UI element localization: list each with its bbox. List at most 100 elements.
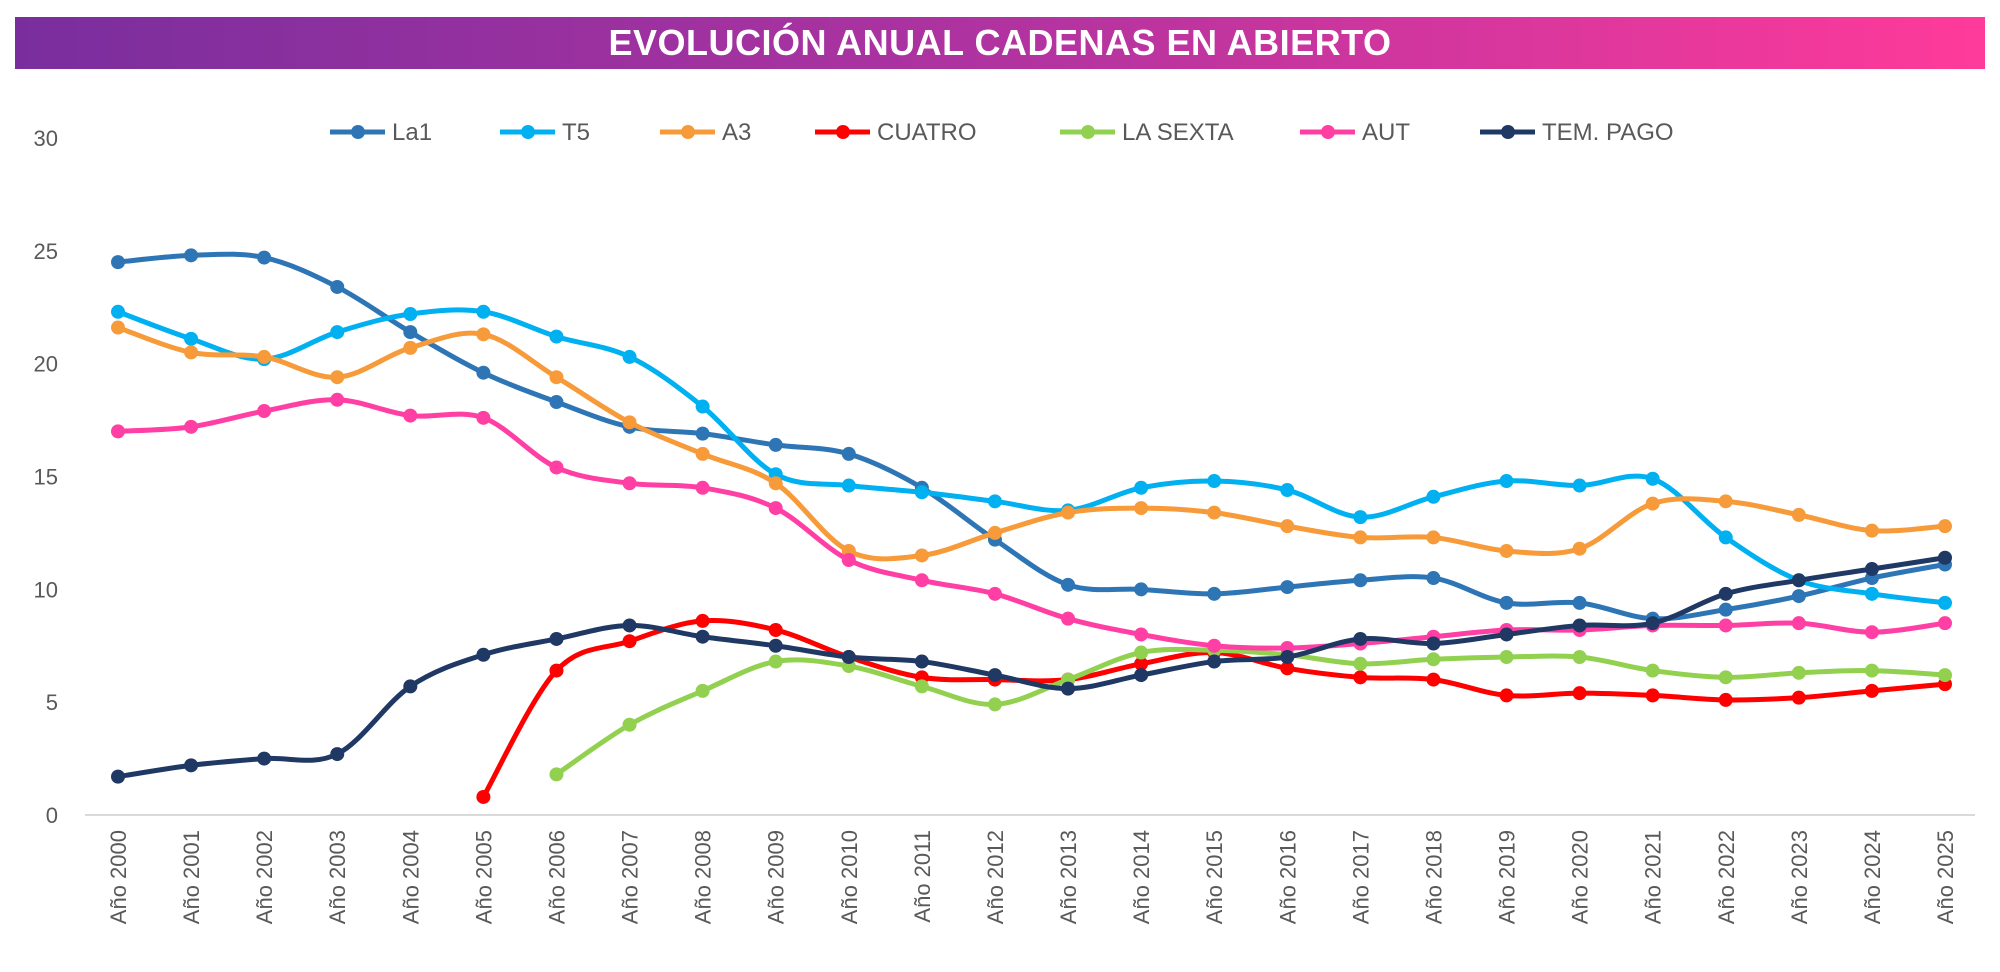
data-point-la1 <box>257 250 272 265</box>
legend-marker-la1 <box>351 125 365 139</box>
data-point-aut <box>987 586 1002 601</box>
x-tick-label: Año 2018 <box>1421 830 1446 924</box>
data-point-aut <box>695 480 710 495</box>
data-point-a3 <box>1791 507 1806 522</box>
legend-label-la1: La1 <box>392 119 432 146</box>
x-tick-label: Año 2002 <box>252 830 277 924</box>
data-point-a3 <box>1645 496 1660 511</box>
chart-title: EVOLUCIÓN ANUAL CADENAS EN ABIERTO <box>608 22 1392 63</box>
legend-label-la-sexta: LA SEXTA <box>1122 119 1234 146</box>
data-point-aut <box>184 419 199 434</box>
data-point-la1 <box>841 446 856 461</box>
data-point-aut <box>476 410 491 425</box>
data-point-tem-pago <box>403 679 418 694</box>
data-point-a3 <box>257 349 272 364</box>
data-point-la1 <box>1499 595 1514 610</box>
data-point-aut <box>1061 611 1076 626</box>
data-point-a3 <box>476 327 491 342</box>
data-point-t5 <box>1645 471 1660 486</box>
data-point-la1 <box>1353 573 1368 588</box>
data-point-la1 <box>695 426 710 441</box>
data-point-tem-pago <box>257 751 272 766</box>
x-tick-label: Año 2025 <box>1933 830 1958 924</box>
data-point-tem-pago <box>476 647 491 662</box>
data-point-a3 <box>1207 505 1222 520</box>
data-point-a3 <box>1061 505 1076 520</box>
data-point-a3 <box>1280 519 1295 534</box>
data-point-t5 <box>184 331 199 346</box>
x-tick-label: Año 2014 <box>1129 830 1154 924</box>
data-point-aut <box>1207 638 1222 653</box>
data-point-la1 <box>1061 577 1076 592</box>
data-point-la-sexta <box>1353 656 1368 671</box>
data-point-tem-pago <box>695 629 710 644</box>
x-tick-label: Año 2021 <box>1641 830 1666 924</box>
x-tick-label: Año 2000 <box>106 830 131 924</box>
data-point-tem-pago <box>549 631 564 646</box>
data-point-tem-pago <box>1791 573 1806 588</box>
data-point-t5 <box>1134 480 1149 495</box>
data-point-cuatro <box>1426 672 1441 687</box>
data-point-la-sexta <box>768 654 783 669</box>
data-point-a3 <box>987 525 1002 540</box>
data-point-t5 <box>914 485 929 500</box>
data-point-a3 <box>1426 530 1441 545</box>
x-tick-label: Año 2023 <box>1787 830 1812 924</box>
data-point-tem-pago <box>1061 681 1076 696</box>
legend-label-cuatro: CUATRO <box>877 119 977 146</box>
x-tick-label: Año 2003 <box>325 830 350 924</box>
data-point-tem-pago <box>1134 668 1149 683</box>
y-tick-label: 25 <box>34 239 58 264</box>
data-point-cuatro <box>622 634 637 649</box>
data-point-a3 <box>1938 519 1952 534</box>
data-point-la1 <box>768 437 783 452</box>
data-point-t5 <box>1353 510 1368 525</box>
data-point-cuatro <box>1645 688 1660 703</box>
data-point-a3 <box>111 320 125 335</box>
data-point-aut <box>257 404 272 419</box>
data-point-aut <box>330 392 345 407</box>
legend-marker-la-sexta <box>1081 125 1095 139</box>
data-point-aut <box>914 573 929 588</box>
data-point-la1 <box>403 325 418 340</box>
legend-marker-t5 <box>521 125 535 139</box>
y-tick-label: 30 <box>34 126 58 151</box>
data-point-t5 <box>1207 474 1222 489</box>
data-point-a3 <box>622 415 637 430</box>
legend-label-a3: A3 <box>722 119 751 146</box>
data-point-tem-pago <box>1207 654 1222 669</box>
data-point-cuatro <box>768 622 783 637</box>
data-point-aut <box>768 501 783 516</box>
data-point-a3 <box>914 548 929 563</box>
x-tick-label: Año 2001 <box>179 830 204 924</box>
data-point-cuatro <box>1280 661 1295 676</box>
data-point-t5 <box>1572 478 1587 493</box>
data-point-la-sexta <box>1718 670 1733 685</box>
x-tick-label: Año 2017 <box>1348 830 1373 924</box>
data-point-la-sexta <box>914 679 929 694</box>
data-point-a3 <box>1718 494 1733 509</box>
legend-marker-cuatro <box>836 125 850 139</box>
data-point-la-sexta <box>1938 668 1952 683</box>
data-point-tem-pago <box>914 654 929 669</box>
legend-label-aut: AUT <box>1362 119 1410 146</box>
data-point-tem-pago <box>1280 650 1295 665</box>
data-point-tem-pago <box>330 747 345 762</box>
data-point-a3 <box>1499 543 1514 558</box>
data-point-a3 <box>768 476 783 491</box>
data-point-tem-pago <box>184 758 199 773</box>
data-point-a3 <box>1353 530 1368 545</box>
data-point-aut <box>1718 618 1733 633</box>
y-tick-label: 20 <box>34 352 58 377</box>
data-point-t5 <box>1426 489 1441 504</box>
x-tick-label: Año 2007 <box>618 830 643 924</box>
x-tick-label: Año 2011 <box>910 830 935 923</box>
data-point-la-sexta <box>1572 650 1587 665</box>
data-point-la1 <box>330 279 345 294</box>
data-point-aut <box>1791 616 1806 631</box>
data-point-cuatro <box>1353 670 1368 685</box>
data-point-la1 <box>1207 586 1222 601</box>
legend-label-tem-pago: TEM. PAGO <box>1542 119 1674 146</box>
data-point-aut <box>841 552 856 567</box>
